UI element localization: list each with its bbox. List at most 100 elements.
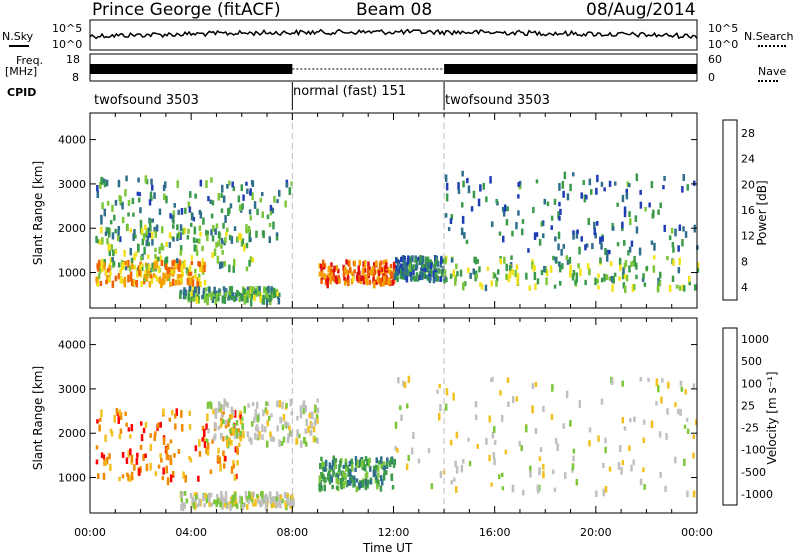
power-echo-cell	[176, 274, 180, 279]
velocity-echo-cell	[314, 404, 317, 413]
freq-unit-label: [MHz]	[5, 65, 38, 78]
power-echo-cell	[213, 286, 216, 294]
power-echo-cell	[619, 264, 622, 272]
velocity-echo-cell	[316, 407, 320, 414]
velocity-echo-cell	[225, 435, 229, 440]
velocity-echo-cell	[180, 504, 183, 511]
velocity-echo-cell	[385, 470, 388, 475]
power-echo-cell	[405, 276, 409, 283]
velocity-echo-cell	[218, 456, 222, 464]
power-echo-cell	[572, 270, 576, 276]
velocity-echo-cell	[397, 377, 400, 384]
power-echo-cell	[329, 277, 332, 285]
velocity-echo-cell	[439, 404, 442, 412]
velocity-echo-cell	[329, 474, 332, 481]
velocity-echo-cell	[364, 456, 368, 462]
velocity-echo-cell	[284, 500, 287, 508]
velocity-echo-cell	[222, 404, 225, 412]
power-echo-cell	[550, 215, 554, 221]
power-echo-cell	[410, 276, 413, 282]
velocity-echo-cell	[542, 405, 545, 412]
power-echo-cell	[443, 269, 447, 277]
velocity-echo-cell	[226, 401, 229, 408]
velocity-echo-cell	[185, 498, 189, 504]
power-echo-cell	[518, 185, 522, 190]
power-echo-cell	[172, 219, 175, 224]
power-echo-cell	[415, 264, 418, 271]
power-echo-cell	[157, 265, 161, 274]
power-echo-cell	[401, 270, 405, 276]
power-echo-cell	[409, 260, 412, 265]
power-echo-cell	[217, 240, 220, 247]
velocity-echo-cell	[304, 405, 307, 413]
power-echo-cell	[195, 238, 198, 243]
power-echo-cell	[95, 276, 98, 283]
velocity-echo-cell	[695, 419, 698, 426]
power-echo-cell	[245, 224, 248, 232]
power-echo-cell	[169, 213, 172, 219]
velocity-echo-cell	[127, 450, 130, 458]
power-echo-cell	[412, 275, 415, 280]
velocity-echo-cell	[381, 479, 384, 486]
velocity-echo-cell	[501, 472, 504, 477]
power-echo-cell	[290, 181, 293, 187]
power-echo-cell	[101, 264, 104, 273]
velocity-echo-cell	[241, 504, 245, 510]
power-echo-cell	[205, 180, 208, 189]
velocity-echo-cell	[531, 383, 535, 390]
power-echo-cell	[384, 277, 387, 285]
velocity-echo-cell	[165, 451, 169, 460]
power-echo-cell	[121, 279, 124, 284]
power-echo-cell	[327, 272, 330, 278]
velocity-echo-cell	[383, 466, 386, 475]
velocity-echo-cell	[217, 401, 221, 409]
power-echo-cell	[184, 294, 187, 300]
power-echo-cell	[625, 274, 629, 282]
power-echo-cell	[210, 229, 213, 236]
power-echo-cell	[177, 280, 180, 286]
power-echo-cell	[464, 281, 467, 287]
power-echo-cell	[141, 238, 144, 246]
power-echo-cell	[181, 271, 184, 277]
cpid-label: CPID	[7, 86, 37, 99]
power-echo-cell	[375, 280, 378, 285]
velocity-echo-cell	[275, 496, 278, 502]
power-echo-cell	[484, 284, 488, 292]
power-echo-cell	[144, 224, 147, 230]
power-echo-cell	[385, 262, 388, 270]
velocity-echo-cell	[655, 378, 659, 387]
power-echo-cell	[228, 234, 232, 241]
power-echo-cell	[160, 279, 163, 287]
nsky-series	[89, 28, 698, 40]
velocity-echo-cell	[189, 457, 193, 463]
power-echo-cell	[383, 275, 386, 283]
velocity-echo-cell	[181, 502, 185, 508]
power-echo-cell	[198, 277, 201, 284]
power-echo-cell	[140, 227, 144, 235]
power-echo-cell	[197, 286, 201, 294]
power-echo-cell	[246, 290, 249, 297]
power-echo-cell	[182, 291, 186, 300]
power-echo-cell	[554, 236, 557, 242]
velocity-echo-cell	[683, 424, 687, 429]
velocity-echo-cell	[260, 491, 263, 497]
power-echo-cell	[618, 257, 622, 266]
power-echo-cell	[389, 263, 393, 269]
velocity-echo-cell	[232, 496, 236, 502]
noise-tick-right-bottom: 10^0	[708, 38, 739, 51]
velocity-echo-cell	[246, 504, 249, 510]
velocity-echo-cell	[490, 482, 493, 487]
power-echo-cell	[628, 265, 631, 273]
velocity-echo-cell	[169, 474, 173, 483]
power-echo-cell	[375, 261, 378, 266]
velocity-echo-cell	[658, 431, 662, 438]
velocity-echo-cell	[214, 407, 217, 414]
power-echo-cell	[121, 263, 124, 271]
velocity-echo-cell	[476, 443, 479, 449]
power-echo-cell	[173, 203, 176, 208]
velocity-echo-cell	[353, 475, 356, 484]
velocity-echo-cell	[221, 502, 224, 510]
velocity-echo-cell	[285, 402, 288, 409]
velocity-echo-cell	[281, 498, 284, 504]
power-echo-cell	[467, 185, 471, 194]
